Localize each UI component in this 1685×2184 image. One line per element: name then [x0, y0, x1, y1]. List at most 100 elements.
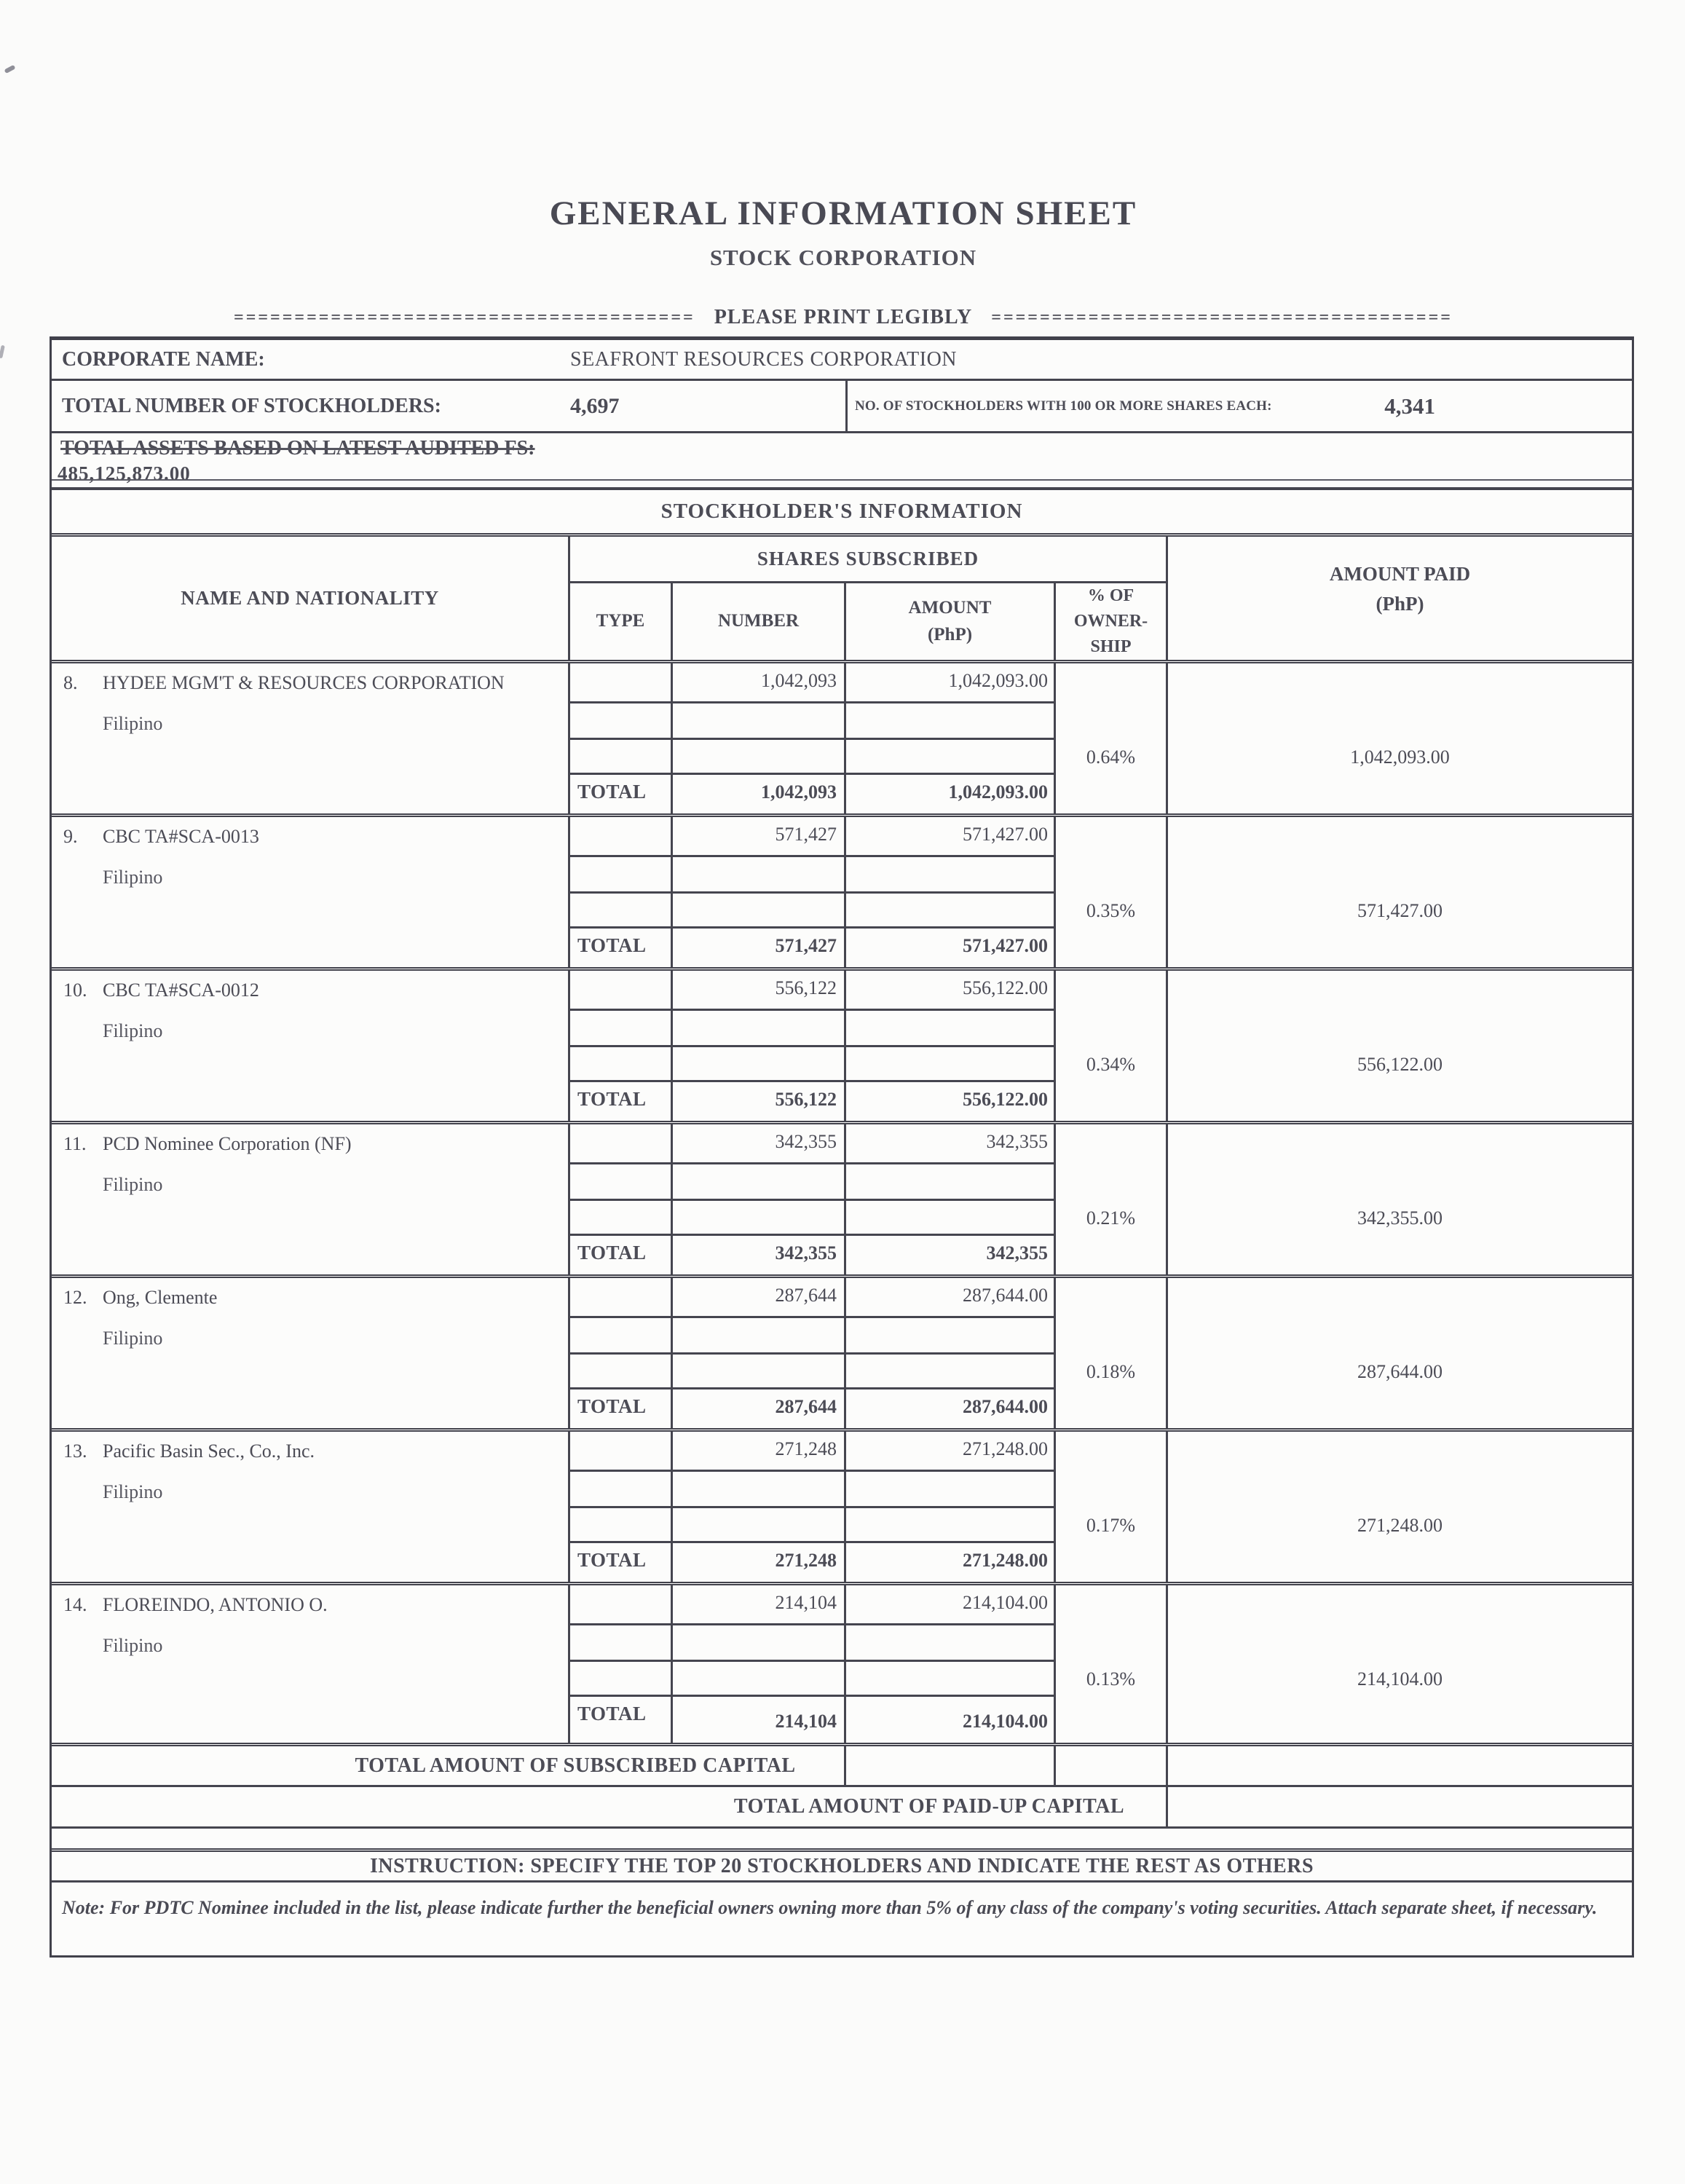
- equals-run-left: ======================================: [234, 307, 695, 327]
- total-stockholders-value: 4,697: [570, 393, 620, 418]
- stockholder-block: 13. Pacific Basin Sec., Co., Inc. Filipi…: [52, 1432, 1632, 1585]
- column-header-ownership: % OF OWNER- SHIP: [1056, 583, 1168, 660]
- total-stockholders-label: TOTAL NUMBER OF STOCKHOLDERS:: [62, 394, 441, 417]
- empty-cell: [846, 857, 1056, 894]
- total-shares-number: 342,355: [673, 1236, 846, 1274]
- stockholder-name-cell: 8. HYDEE MGM'T & RESOURCES CORPORATION F…: [52, 663, 570, 813]
- empty-cell: [846, 894, 1056, 929]
- type-cell: [570, 971, 673, 1011]
- stockholder-block: 8. HYDEE MGM'T & RESOURCES CORPORATION F…: [52, 663, 1632, 817]
- corporate-name-row: CORPORATE NAME: SEAFRONT RESOURCES CORPO…: [52, 340, 1632, 381]
- empty-cell: [846, 1011, 1056, 1047]
- stockholder-nationality: Filipino: [103, 1481, 163, 1502]
- empty-cell: [846, 1164, 1056, 1201]
- subscribed-capital-row: TOTAL AMOUNT OF SUBSCRIBED CAPITAL: [52, 1746, 1632, 1787]
- total-shares-amount: 571,427.00: [846, 929, 1056, 967]
- percent-ownership: 0.35%: [1056, 817, 1168, 967]
- total-shares-amount: 271,248.00: [846, 1543, 1056, 1582]
- total-label: TOTAL: [570, 1543, 673, 1582]
- stockholder-block: 11. PCD Nominee Corporation (NF) Filipin…: [52, 1124, 1632, 1278]
- stockholder-name-cell: 13. Pacific Basin Sec., Co., Inc. Filipi…: [52, 1432, 570, 1582]
- stockholder-name-line: 12. Ong, Clemente: [63, 1287, 564, 1309]
- stockholder-name: Pacific Basin Sec., Co., Inc.: [103, 1440, 315, 1462]
- total-label: TOTAL: [570, 1082, 673, 1121]
- stockholder-nationality: Filipino: [103, 1328, 163, 1349]
- subscribed-capital-label: TOTAL AMOUNT OF SUBSCRIBED CAPITAL: [52, 1746, 846, 1785]
- stockholder-name-line: 10. CBC TA#SCA-0012: [63, 979, 564, 1001]
- total-shares-number: 287,644: [673, 1389, 846, 1428]
- paidup-capital-amount-cell: [1168, 1787, 1632, 1826]
- shares-number-cell: 271,248: [673, 1432, 846, 1472]
- total-label: TOTAL: [570, 1697, 673, 1743]
- stockholder-name: FLOREINDO, ANTONIO O.: [103, 1594, 328, 1615]
- empty-cell: [570, 1164, 673, 1201]
- empty-cell: [673, 1508, 846, 1543]
- print-legibly-label: PLEASE PRINT LEGIBLY: [714, 306, 973, 328]
- total-label: TOTAL: [570, 929, 673, 967]
- subscribed-capital-ownership-cell: [1056, 1746, 1168, 1785]
- stockholder-name: CBC TA#SCA-0013: [103, 826, 259, 847]
- type-cell: [570, 663, 673, 703]
- total-shares-amount: 214,104.00: [846, 1697, 1056, 1743]
- total-shares-amount: 556,122.00: [846, 1082, 1056, 1121]
- column-header-amount-paid-line2: (PhP): [1376, 592, 1424, 615]
- general-information-form: CORPORATE NAME: SEAFRONT RESOURCES CORPO…: [50, 336, 1634, 1958]
- empty-cell: [673, 1662, 846, 1697]
- empty-cell: [673, 1047, 846, 1082]
- total-label: TOTAL: [570, 1236, 673, 1274]
- percent-ownership: 0.17%: [1056, 1432, 1168, 1582]
- paidup-capital-row: TOTAL AMOUNT OF PAID-UP CAPITAL: [52, 1787, 1632, 1829]
- percent-ownership: 0.34%: [1056, 971, 1168, 1121]
- empty-cell: [673, 703, 846, 740]
- stockholder-name-cell: 10. CBC TA#SCA-0012 Filipino: [52, 971, 570, 1121]
- total-shares-number: 571,427: [673, 929, 846, 967]
- stockholder-nationality: Filipino: [103, 1174, 163, 1195]
- type-cell: [570, 1124, 673, 1164]
- empty-cell: [846, 1508, 1056, 1543]
- column-header-type: TYPE: [570, 583, 673, 660]
- type-cell: [570, 1278, 673, 1318]
- empty-cell: [673, 1472, 846, 1508]
- empty-cell: [570, 1201, 673, 1236]
- shares-amount-cell: 214,104.00: [846, 1585, 1056, 1625]
- stockholder-number: 10.: [63, 979, 87, 1001]
- stockholder-nationality: Filipino: [103, 1635, 163, 1656]
- percent-ownership: 0.21%: [1056, 1124, 1168, 1274]
- stockholder-number: 14.: [63, 1594, 87, 1615]
- column-header-number: NUMBER: [673, 583, 846, 660]
- total-label: TOTAL: [570, 775, 673, 813]
- subscribed-capital-amount-cell: [846, 1746, 1056, 1785]
- amount-paid: 287,644.00: [1357, 1361, 1443, 1382]
- document-subtitle: STOCK CORPORATION: [709, 245, 977, 270]
- stockholder-name-line: 9. CBC TA#SCA-0013: [63, 826, 564, 848]
- percent-ownership: 0.64%: [1056, 663, 1168, 813]
- column-header-name-nationality: NAME AND NATIONALITY: [52, 537, 570, 660]
- empty-cell: [846, 1472, 1056, 1508]
- total-shares-amount: 342,355: [846, 1236, 1056, 1274]
- empty-cell: [846, 1201, 1056, 1236]
- instruction-row: INSTRUCTION: SPECIFY THE TOP 20 STOCKHOL…: [52, 1852, 1632, 1883]
- total-shares-amount: 287,644.00: [846, 1389, 1056, 1428]
- total-assets-label: TOTAL ASSETS BASED ON LATEST AUDITED FS:: [60, 437, 535, 460]
- stockholder-block: 12. Ong, Clemente Filipino 287,644 287,6…: [52, 1278, 1632, 1432]
- total-stockholders-cell: TOTAL NUMBER OF STOCKHOLDERS: 4,697: [52, 381, 848, 431]
- column-header-amount-line2: (PhP): [927, 624, 973, 644]
- stockholder-number: 8.: [63, 672, 78, 693]
- stockholder-number: 13.: [63, 1440, 87, 1462]
- empty-cell: [846, 1047, 1056, 1082]
- stockholder-number: 12.: [63, 1287, 87, 1308]
- shares-amount-cell: 571,427.00: [846, 817, 1056, 857]
- stockholders-100-value: 4,341: [1384, 393, 1435, 419]
- spacer-row: [52, 1829, 1632, 1852]
- corporate-name-label: CORPORATE NAME:: [62, 347, 265, 371]
- stockholder-nationality: Filipino: [103, 867, 163, 888]
- column-header-amount: AMOUNT (PhP): [846, 583, 1056, 660]
- type-cell: [570, 817, 673, 857]
- empty-cell: [570, 1047, 673, 1082]
- type-cell: [570, 1585, 673, 1625]
- percent-ownership: 0.18%: [1056, 1278, 1168, 1428]
- empty-cell: [673, 1164, 846, 1201]
- shares-number-cell: 1,042,093: [673, 663, 846, 703]
- total-assets-value: 485,125,873.00: [58, 462, 191, 484]
- stockholder-counts-row: TOTAL NUMBER OF STOCKHOLDERS: 4,697 NO. …: [52, 381, 1632, 433]
